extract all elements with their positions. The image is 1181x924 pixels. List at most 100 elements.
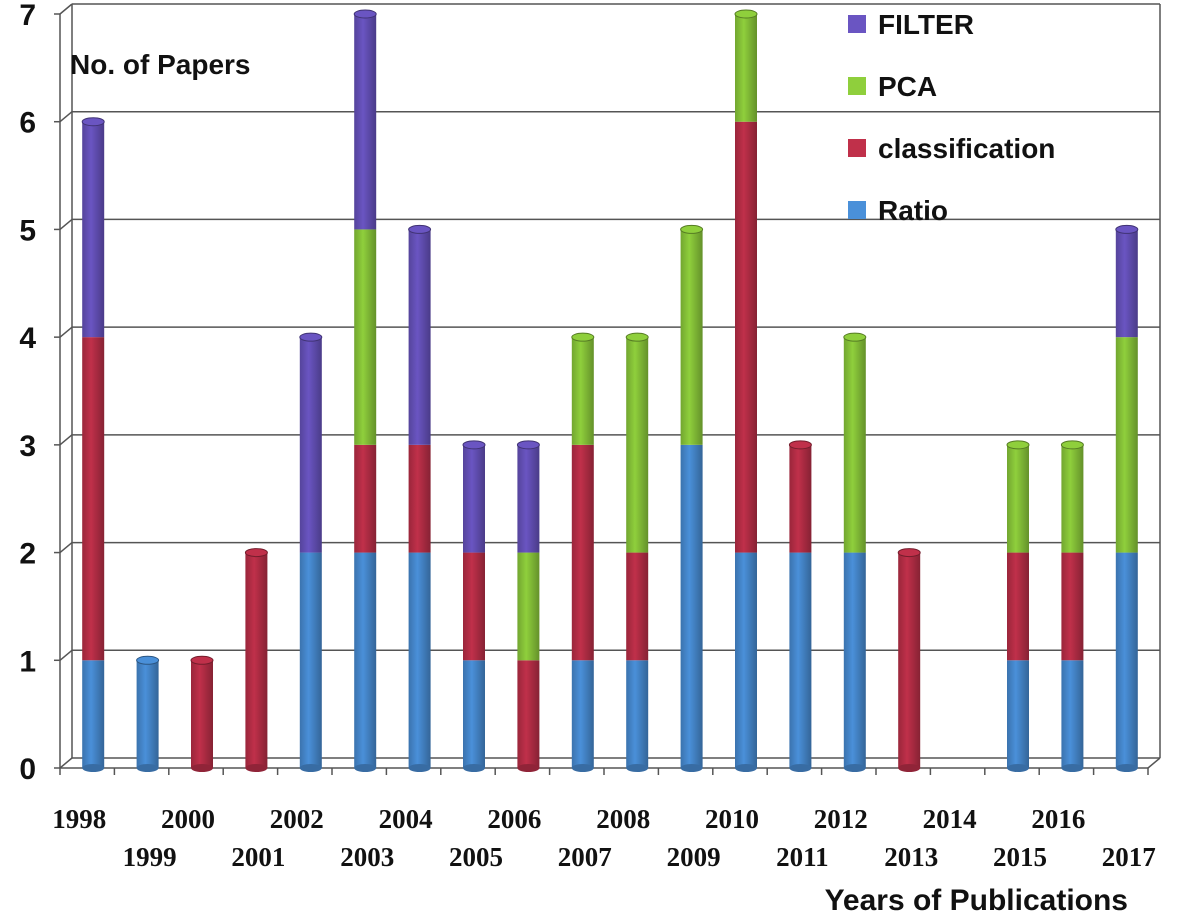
x-tick-label: 2007 <box>558 842 612 872</box>
legend: FILTER PCA classification Ratio <box>848 9 1055 226</box>
bar-base-2017 <box>1115 764 1138 772</box>
bar-2003-classification <box>354 444 377 553</box>
bar-base-2004 <box>408 764 431 772</box>
bar-cap-2011 <box>788 440 812 450</box>
bar-base-2001 <box>245 764 268 772</box>
y-tick-labels: 0 1 2 3 4 5 6 7 <box>19 0 36 786</box>
legend-swatch-classification <box>848 139 866 157</box>
gridline-depth <box>59 649 73 661</box>
bar-base-2007 <box>571 764 594 772</box>
bar-2005-filter <box>463 444 485 553</box>
bar-2015-classification <box>1007 552 1029 661</box>
bar-2013-classification <box>898 552 921 768</box>
x-tick-label: 2014 <box>923 804 977 834</box>
bar-2003-pca <box>354 229 377 445</box>
bar-2006-filter <box>517 444 540 553</box>
bar-cap-2001 <box>244 548 268 558</box>
legend-label-filter: FILTER <box>878 9 974 40</box>
bar-2015-ratio <box>1007 660 1029 768</box>
bar-2015-pca <box>1007 444 1029 553</box>
x-tick-label: 2011 <box>776 842 829 872</box>
bar-base-2013 <box>898 764 921 772</box>
y-tick-label: 0 <box>19 753 36 786</box>
gridline-depth <box>59 326 73 338</box>
bar-cap-2002 <box>299 332 323 342</box>
bars <box>81 9 1139 772</box>
bar-base-2011 <box>789 764 812 772</box>
y-tick-label: 2 <box>19 538 36 571</box>
bar-1999-ratio <box>136 660 159 768</box>
bar-cap-2016 <box>1060 440 1084 450</box>
x-tick-label: 2017 <box>1102 842 1156 872</box>
x-tick-label: 2010 <box>705 804 759 834</box>
bar-2012-ratio <box>843 552 866 768</box>
x-tick-label: 2012 <box>814 804 868 834</box>
bar-cap-2003 <box>353 9 377 19</box>
x-tick-label: 2000 <box>161 804 215 834</box>
floor-edge <box>1147 757 1161 769</box>
bar-base-2010 <box>735 764 757 772</box>
x-tick-label: 2008 <box>596 804 650 834</box>
bar-2016-classification <box>1061 552 1084 661</box>
y-axis-label: No. of Papers <box>70 49 250 80</box>
y-tick-label: 7 <box>19 0 36 32</box>
legend-swatch-ratio <box>848 201 866 219</box>
x-tick-label: 2005 <box>449 842 503 872</box>
gridline-depth <box>59 111 73 123</box>
axes <box>54 4 1161 775</box>
y-tick-label: 4 <box>19 322 36 355</box>
bar-cap-2015 <box>1006 440 1030 450</box>
bar-base-2015 <box>1007 764 1029 772</box>
x-tick-label: 2009 <box>667 842 721 872</box>
bar-cap-2006 <box>516 440 540 450</box>
bar-base-2016 <box>1061 764 1084 772</box>
legend-label-ratio: Ratio <box>878 195 948 226</box>
gridline-depth <box>59 434 73 446</box>
bar-cap-2013 <box>897 548 921 558</box>
y-tick-label: 3 <box>19 430 36 463</box>
bar-2017-filter <box>1115 229 1138 338</box>
x-tick-label: 2006 <box>487 804 541 834</box>
bar-base-2008 <box>626 764 649 772</box>
bar-base-2002 <box>299 764 322 772</box>
x-tick-label: 2001 <box>231 842 285 872</box>
bar-2000-classification <box>191 660 213 768</box>
bar-cap-2004 <box>408 224 432 234</box>
bar-cap-2000 <box>190 655 214 665</box>
bar-2011-classification <box>789 444 812 553</box>
bar-cap-1998 <box>81 117 105 127</box>
bar-2002-filter <box>299 337 322 553</box>
bar-2007-pca <box>571 337 594 445</box>
bar-2003-filter <box>354 14 377 230</box>
y-tick-label: 5 <box>19 214 36 247</box>
x-tick-label: 1999 <box>123 842 177 872</box>
bar-2008-ratio <box>626 660 649 768</box>
bar-2016-ratio <box>1061 660 1084 768</box>
legend-label-classification: classification <box>878 133 1055 164</box>
bar-cap-2008 <box>625 332 649 342</box>
bar-2010-ratio <box>735 552 757 768</box>
bar-base-2005 <box>463 764 485 772</box>
bar-cap-2009 <box>680 224 704 234</box>
bar-2016-pca <box>1061 444 1084 553</box>
gridline-depth <box>59 757 73 769</box>
bar-2005-ratio <box>463 660 485 768</box>
bar-2001-classification <box>245 552 268 768</box>
bar-2005-classification <box>463 552 485 661</box>
gridlines <box>59 3 1160 769</box>
bar-2002-ratio <box>299 552 322 768</box>
x-tick-label: 2015 <box>993 842 1047 872</box>
gridline-depth <box>59 3 73 15</box>
bar-2010-classification <box>735 121 757 553</box>
bar-2009-ratio <box>680 444 703 768</box>
bar-base-2003 <box>354 764 377 772</box>
bar-base-2009 <box>680 764 703 772</box>
bar-2006-classification <box>517 660 540 768</box>
bar-2008-classification <box>626 552 649 661</box>
bar-cap-2017 <box>1115 224 1139 234</box>
x-tick-label: 2004 <box>379 804 433 834</box>
bar-base-2012 <box>843 764 866 772</box>
x-tick-label: 1998 <box>52 804 106 834</box>
bar-cap-2010 <box>734 9 758 19</box>
gridline-depth <box>59 541 73 554</box>
